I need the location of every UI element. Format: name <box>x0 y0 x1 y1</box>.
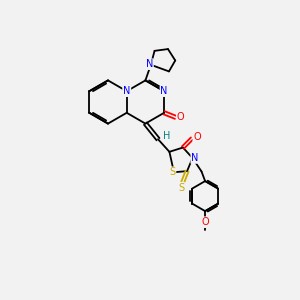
Text: N: N <box>146 59 153 69</box>
Text: N: N <box>191 153 199 163</box>
Text: N: N <box>123 86 130 96</box>
Text: S: S <box>169 167 175 177</box>
Text: O: O <box>193 132 201 142</box>
Text: S: S <box>178 183 184 193</box>
Text: O: O <box>201 217 209 227</box>
Text: N: N <box>160 86 168 96</box>
Text: O: O <box>177 112 184 122</box>
Text: H: H <box>163 131 170 141</box>
